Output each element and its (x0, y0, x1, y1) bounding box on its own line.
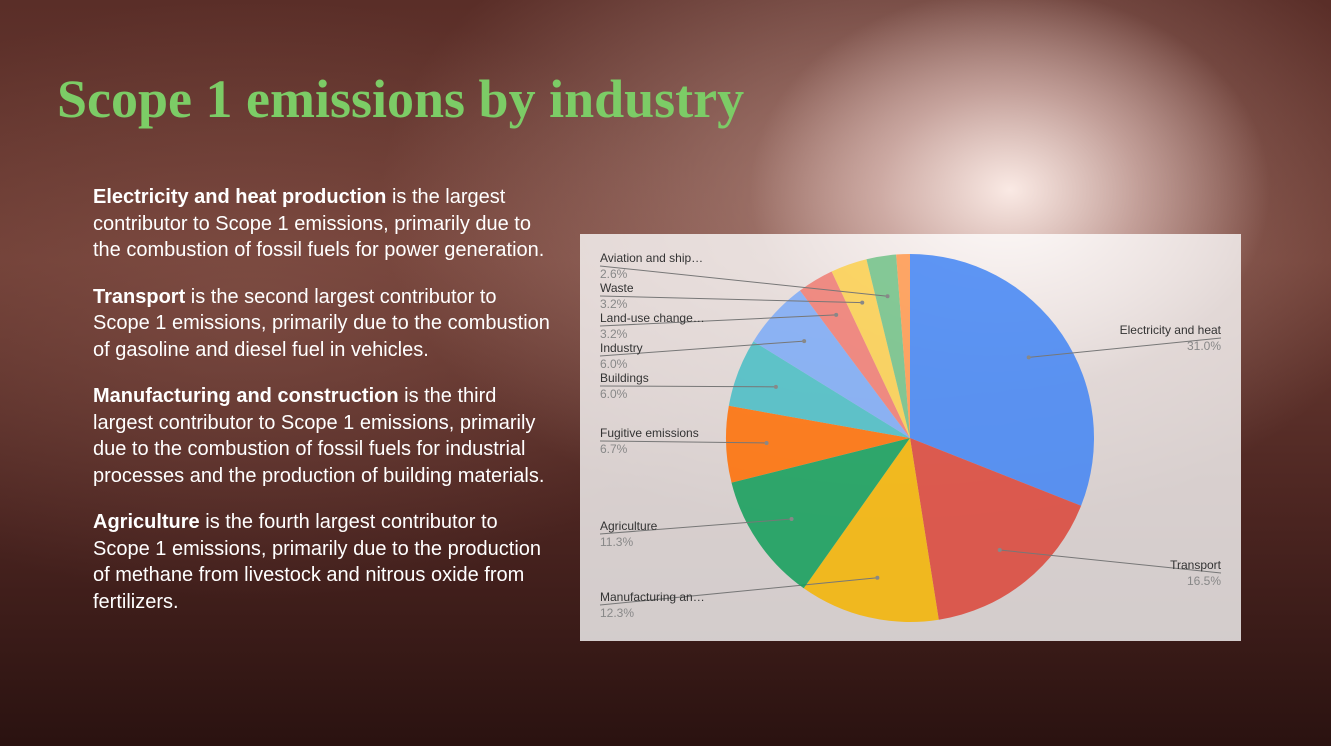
body-text: Electricity and heat production is the l… (93, 184, 558, 635)
slice-label: Electricity and heat (1120, 323, 1222, 337)
paragraph: Electricity and heat production is the l… (93, 184, 558, 264)
paragraph: Agriculture is the fourth largest contri… (93, 509, 558, 615)
pie-slice (728, 341, 910, 438)
leader-dot (860, 300, 865, 305)
pie-slice (799, 271, 910, 438)
slice-label: Transport (1170, 558, 1222, 572)
pie-slice (910, 438, 1082, 620)
slice-label: Aviation and ship… (600, 251, 703, 265)
leader-dot (773, 384, 778, 389)
leader-dot (802, 339, 807, 344)
leader-line (599, 518, 792, 535)
leader-dot (1026, 355, 1031, 360)
leader-line (599, 265, 888, 297)
leader-dot (997, 548, 1002, 553)
slice-value-label: 6.0% (600, 357, 628, 371)
slice-value-label: 3.2% (600, 297, 628, 311)
paragraph: Manufacturing and construction is the th… (93, 383, 558, 489)
leader-line (599, 440, 767, 444)
paragraph-lead: Agriculture (93, 511, 200, 533)
paragraph-text: is the fourth largest contributor to Sco… (93, 511, 542, 613)
leader-line (999, 549, 1222, 574)
slide-title: Scope 1 emissions by industry (57, 69, 745, 129)
leader-dot (875, 575, 880, 580)
paragraph-lead: Electricity and heat production (93, 186, 387, 208)
leader-dot (885, 294, 890, 299)
pie-slice (731, 438, 910, 589)
leader-dot (789, 517, 794, 522)
pie-slice (831, 259, 910, 438)
leader-dot (834, 312, 839, 317)
slice-label: Buildings (600, 371, 649, 385)
slice-value-label: 3.2% (600, 327, 628, 341)
paragraph-text: is the second largest contributor to Sco… (93, 285, 550, 361)
pie-slice (803, 438, 939, 622)
slice-label: Manufacturing an… (600, 590, 705, 604)
paragraph: Transport is the second largest contribu… (93, 284, 558, 364)
leader-line (599, 340, 805, 357)
leader-line (599, 295, 863, 304)
pie-slice (866, 254, 910, 438)
paragraph-lead: Manufacturing and construction (93, 385, 399, 407)
slice-label: Industry (600, 341, 643, 355)
slice-label: Fugitive emissions (600, 426, 699, 440)
slice-value-label: 31.0% (1187, 339, 1221, 353)
slice-label: Agriculture (600, 519, 658, 533)
leader-line (599, 577, 878, 606)
slice-value-label: 12.3% (600, 606, 634, 620)
pie-slice (725, 405, 910, 483)
slice-label: Land-use change… (600, 311, 705, 325)
slice-label: Waste (600, 281, 634, 295)
slice-value-label: 11.3% (600, 535, 633, 549)
slice-value-label: 2.6% (600, 267, 628, 281)
leader-line (1028, 337, 1222, 358)
pie-slice (910, 254, 1095, 506)
pie-slice (896, 254, 910, 438)
leader-line (599, 314, 837, 327)
pie-slice (753, 290, 910, 438)
paragraph-lead: Transport (93, 285, 186, 308)
slice-value-label: 16.5% (1187, 574, 1221, 588)
paragraph-text: is the largest contributor to Scope 1 em… (93, 186, 545, 261)
leader-dot (764, 440, 769, 445)
leader-line (599, 385, 776, 388)
slice-value-label: 6.0% (600, 387, 628, 401)
slice-value-label: 6.7% (600, 442, 628, 456)
paragraph-text: is the third largest contributor to Scop… (93, 385, 545, 487)
